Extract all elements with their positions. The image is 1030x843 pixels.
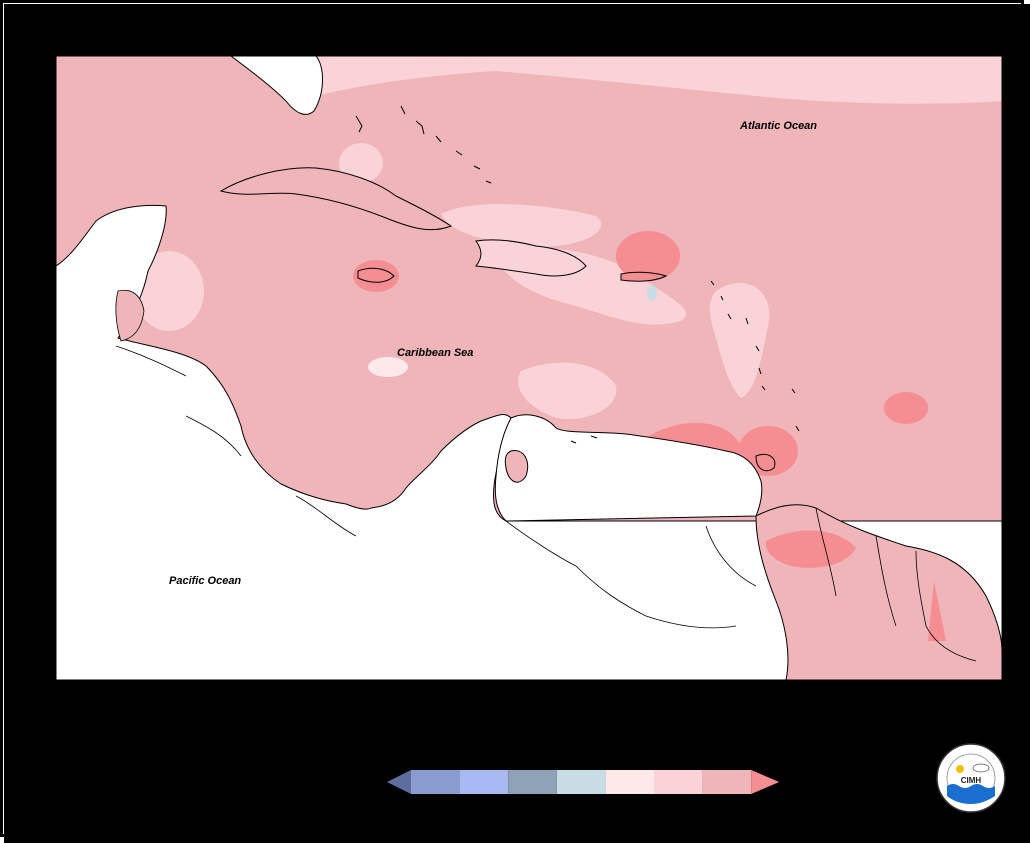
lat-tick-5n: 5°N: [26, 574, 47, 588]
island-puerto-rico: [620, 271, 668, 282]
legend-swatch: [654, 770, 703, 794]
lon-tick-80w: 80°W: [312, 696, 342, 710]
legend-title: Temperature Anomaly (°C): [490, 744, 703, 764]
lat-tick-marks: [50, 124, 56, 582]
anomaly-patch: [517, 362, 617, 420]
land-venezuela-coast: [494, 414, 763, 522]
sun-icon: [956, 765, 964, 773]
island-jamaica: [357, 267, 395, 283]
lon-tick-marks: [97, 680, 785, 686]
land-florida: [230, 56, 323, 115]
island-cuba: [219, 167, 453, 231]
legend-label: 2.50: [788, 795, 812, 809]
lat-tick-15n: 15°N: [20, 346, 47, 360]
legend-swatch: [459, 770, 509, 794]
label-pacific-ocean: Pacific Ocean: [169, 575, 242, 587]
logo-text: CIMH: [961, 776, 982, 785]
legend-label: -0.25: [543, 795, 571, 809]
map-title: Anomaly of the Mean Temperature for the …: [186, 18, 844, 37]
lon-tick-60w: 60°W: [769, 696, 799, 710]
anomaly-patch: [134, 251, 204, 331]
country-borders: [115, 345, 977, 662]
lake-maracaibo: [504, 450, 529, 483]
legend-label: -2.50: [397, 795, 425, 809]
lon-tick-90w: 90°W: [82, 696, 112, 710]
legend-label: 1.50: [739, 795, 763, 809]
legend-arrow-left: [387, 770, 411, 794]
legend-colorbar: [387, 770, 780, 794]
island-trinidad: [755, 453, 776, 472]
anomaly-hot-patch: [738, 426, 798, 476]
legend-label: 0: [601, 795, 610, 812]
legend-swatch: [605, 770, 654, 794]
cloud-icon: [972, 763, 990, 773]
lat-tick-20n: 20°N: [20, 232, 47, 246]
anomaly-patch: [339, 143, 383, 183]
legend-swatch: [411, 770, 460, 794]
legend-arrow-right: [751, 770, 780, 794]
anomaly-band-north: [231, 56, 1002, 104]
lat-tick-10n: 10°N: [20, 460, 47, 474]
credit-text: CIMH September-202: [111, 814, 189, 823]
anomaly-patch: [441, 204, 602, 247]
legend-label: -0.75: [494, 795, 522, 809]
legend-label: -1.50: [445, 795, 474, 809]
label-atlantic-ocean: Atlantic Ocean: [740, 120, 818, 132]
legend-label: 0.25: [642, 795, 666, 809]
anomaly-negative-patch: [647, 285, 657, 301]
anomaly-patch: [709, 283, 770, 398]
legend-label: 0.75: [690, 795, 715, 809]
label-caribbean-sea: Caribbean Sea: [397, 347, 474, 359]
lat-tick-25n: 25°N: [20, 118, 47, 132]
island-hispaniola: [475, 239, 587, 277]
source-line-1: Precipitation Map of the Caribbean Regio…: [49, 760, 241, 771]
anomaly-map: [56, 56, 1002, 680]
wave-icon: [947, 784, 995, 804]
small-islands: [355, 105, 800, 444]
legend-swatch: [556, 770, 606, 794]
legend-swatch: [702, 770, 752, 794]
legend-swatch: [508, 770, 557, 794]
footnote-mark: 3: [140, 739, 146, 748]
cimh-logo: CIMH: [936, 743, 1006, 813]
anomaly-hot-patch: [884, 392, 928, 424]
lon-tick-70w: 70°W: [540, 696, 570, 710]
source-note: Precipitation Map of the Caribbean Regio…: [5, 760, 285, 796]
anomaly-hot-patch: [616, 231, 680, 281]
anomaly-patch: [368, 357, 408, 377]
source-line-3: provided by CariCOF, with NCEP/NCAR Rean…: [16, 784, 274, 795]
source-line-2: Created by aggregating station based obs…: [30, 772, 260, 783]
